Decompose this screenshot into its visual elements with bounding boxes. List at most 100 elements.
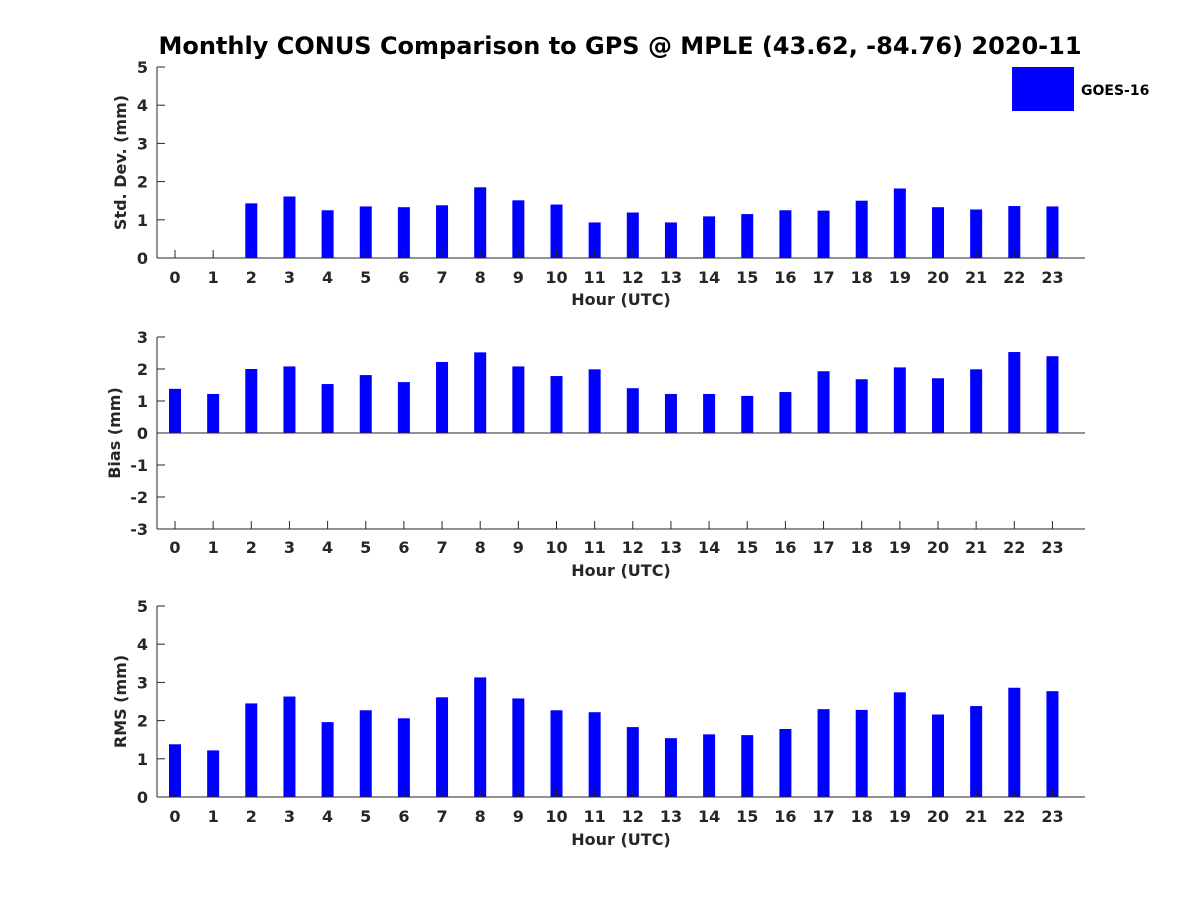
x-tick-label: 1 (208, 268, 219, 287)
bar (550, 376, 563, 433)
bar (436, 361, 449, 433)
bar (932, 714, 944, 797)
x-tick-label: 6 (398, 807, 409, 826)
bar (436, 205, 449, 258)
bar (817, 210, 830, 258)
bar (741, 395, 754, 433)
bar (741, 735, 754, 797)
x-axis-label: Hour (UTC) (571, 290, 671, 309)
x-tick-label: 14 (698, 268, 720, 287)
y-tick-label: 4 (137, 635, 148, 654)
y-tick-label: 1 (137, 750, 148, 769)
y-tick-label: 2 (137, 712, 148, 731)
bar (626, 388, 639, 433)
bar (970, 209, 983, 258)
bar (855, 709, 868, 797)
bar (1046, 691, 1059, 797)
x-tick-label: 16 (774, 807, 796, 826)
bar (932, 207, 944, 258)
x-tick-label: 20 (927, 538, 949, 557)
y-tick-label: 3 (137, 673, 148, 692)
x-tick-label: 15 (736, 807, 758, 826)
x-tick-label: 3 (284, 807, 295, 826)
x-tick-label: 22 (1003, 807, 1025, 826)
bar (512, 200, 525, 258)
x-tick-label: 4 (322, 538, 333, 557)
x-tick-label: 12 (622, 807, 644, 826)
bar (741, 214, 754, 258)
bar (779, 729, 792, 797)
bar (855, 200, 868, 258)
x-tick-label: 7 (436, 268, 447, 287)
bar (207, 393, 220, 433)
y-axis-label: RMS (mm) (111, 655, 130, 748)
x-tick-label: 19 (889, 268, 911, 287)
x-tick-label: 8 (475, 807, 486, 826)
bar (512, 366, 525, 433)
bar (283, 696, 296, 797)
chart-title: Monthly CONUS Comparison to GPS @ MPLE (… (158, 32, 1081, 60)
bar (817, 371, 830, 433)
legend-swatch (1012, 67, 1074, 111)
x-tick-label: 2 (246, 268, 257, 287)
x-tick-label: 9 (513, 807, 524, 826)
y-tick-label: 4 (137, 96, 148, 115)
y-tick-label: -2 (130, 488, 148, 507)
x-tick-label: 1 (208, 807, 219, 826)
x-tick-label: 1 (208, 538, 219, 557)
bar (779, 392, 792, 433)
x-tick-label: 16 (774, 268, 796, 287)
x-tick-label: 23 (1041, 268, 1063, 287)
x-tick-label: 8 (475, 268, 486, 287)
x-tick-label: 10 (545, 807, 567, 826)
bar (512, 698, 525, 797)
legend: GOES-16 (1012, 67, 1149, 111)
x-tick-label: 19 (889, 807, 911, 826)
bar (359, 710, 372, 797)
bar (970, 706, 983, 797)
x-tick-label: 22 (1003, 538, 1025, 557)
x-tick-label: 5 (360, 807, 371, 826)
bar (359, 375, 372, 433)
y-tick-label: 3 (137, 328, 148, 347)
x-tick-label: 20 (927, 268, 949, 287)
bar (207, 750, 220, 797)
x-axis-label: Hour (UTC) (571, 561, 671, 580)
bar (1008, 352, 1021, 433)
x-tick-label: 12 (622, 268, 644, 287)
bar (893, 367, 906, 433)
x-tick-label: 14 (698, 807, 720, 826)
x-tick-label: 23 (1041, 538, 1063, 557)
y-tick-label: 3 (137, 134, 148, 153)
x-tick-label: 9 (513, 538, 524, 557)
bar (397, 207, 410, 258)
bar (359, 206, 372, 258)
x-tick-label: 0 (169, 807, 180, 826)
bar (550, 710, 563, 797)
bar (1008, 687, 1021, 797)
bar (779, 210, 792, 258)
bar (932, 378, 944, 433)
y-tick-label: 2 (137, 360, 148, 379)
y-tick-label: 1 (137, 211, 148, 230)
x-tick-label: 17 (812, 807, 834, 826)
bar (169, 388, 181, 433)
bar (703, 734, 716, 797)
x-tick-label: 6 (398, 538, 409, 557)
x-tick-label: 19 (889, 538, 911, 557)
x-tick-label: 17 (812, 268, 834, 287)
bar (1008, 206, 1021, 258)
x-tick-label: 21 (965, 807, 987, 826)
bar (474, 187, 487, 258)
bar (397, 382, 410, 433)
x-tick-label: 10 (545, 268, 567, 287)
bar (664, 393, 677, 433)
x-tick-label: 14 (698, 538, 720, 557)
bar (397, 718, 410, 797)
x-tick-label: 13 (660, 807, 682, 826)
bar (550, 204, 563, 258)
